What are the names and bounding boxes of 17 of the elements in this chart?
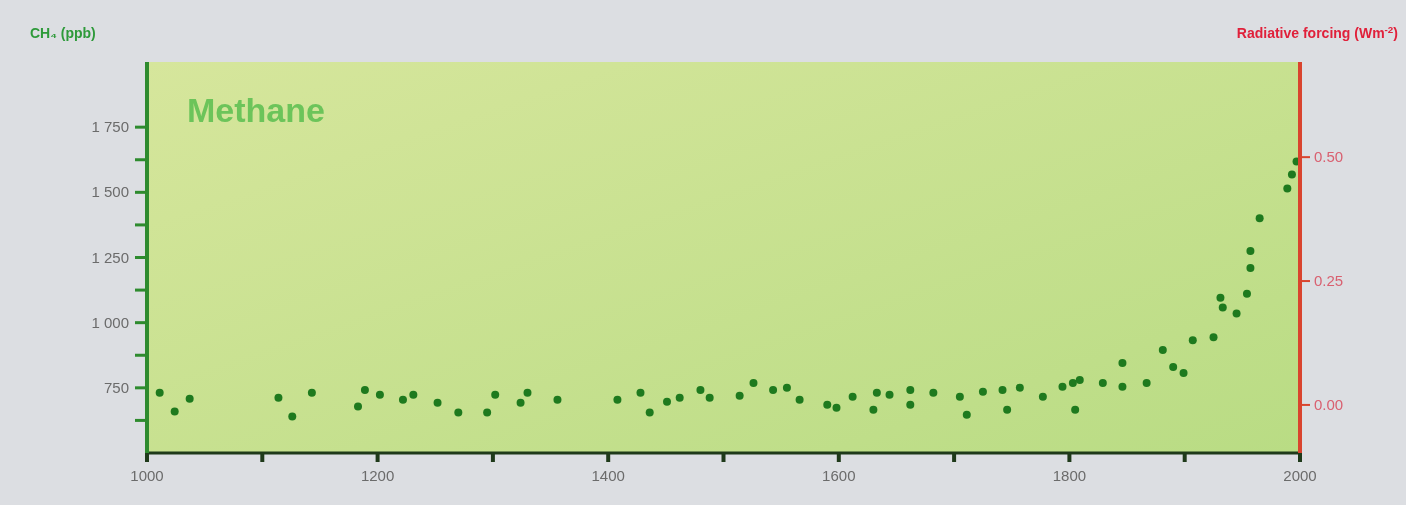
x-tick-label: 1000 [130,467,164,484]
x-tick-label: 1600 [822,467,856,484]
y2-tick-label: 0.50 [1314,148,1344,166]
x-tick-label: 1400 [591,467,625,484]
y-tick-label: 1 000 [91,313,129,331]
x-tick-label: 1800 [1052,467,1087,484]
y-tick-label: 1 250 [91,248,129,266]
y-tick-label: 1 500 [91,183,129,201]
y2-axis-title: Radiative forcing (Wm$^{-2}$) [1236,23,1398,41]
y2-tick-label: 0.00 [1314,395,1344,413]
y2-tick-label: 0.25 [1314,272,1344,290]
y-tick-label: 750 [103,378,129,396]
x-tick-label: 1200 [360,467,395,484]
y-tick-label: 1 750 [91,118,129,136]
text: Methane [187,91,325,129]
x-tick-label: 2000 [1283,467,1317,484]
y-axis-title: CH₄ (ppb) [30,25,96,41]
